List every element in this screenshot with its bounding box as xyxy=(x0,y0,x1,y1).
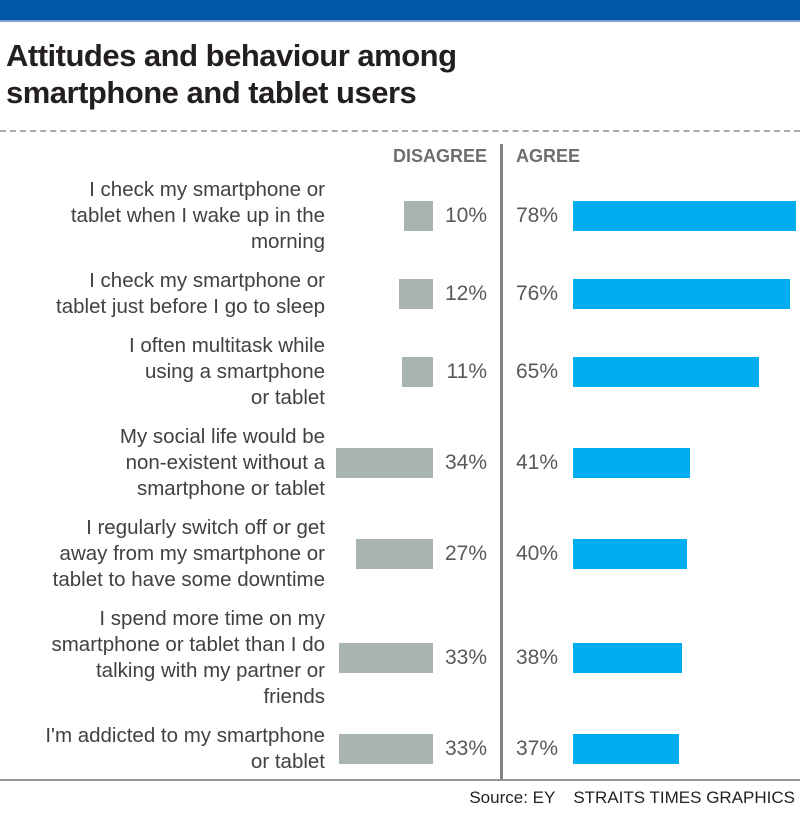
statement-line: I often multitask while xyxy=(129,334,325,357)
agree-value: 41% xyxy=(516,451,559,474)
agree-bar xyxy=(573,539,687,569)
statement-label: I'm addicted to my smartphone or tablet xyxy=(0,723,325,775)
statement-line: I check my smartphone or xyxy=(89,269,325,292)
column-header-agree: AGREE xyxy=(516,146,581,166)
page-title-line-1: Attitudes and behaviour among xyxy=(6,38,457,73)
chart-header: DISAGREE AGREE xyxy=(0,146,800,167)
graphics-credit: STRAITS TIMES GRAPHICS xyxy=(573,787,795,807)
chart-row: My social life would be non-existent with… xyxy=(0,424,800,502)
disagree-bar xyxy=(356,539,433,569)
chart-row: I often multitask while using a smartphon… xyxy=(0,333,800,411)
statement-label: I regularly switch off or get away from m… xyxy=(0,515,325,593)
statement-line: smartphone or tablet xyxy=(136,477,325,500)
disagree-bar xyxy=(404,201,433,231)
disagree-bar-cell xyxy=(325,448,433,478)
statement-line: My social life would be xyxy=(119,425,325,448)
disagree-bar-cell xyxy=(325,539,433,569)
chart-row: I spend more time on my smartphone or tab… xyxy=(0,606,800,710)
disagree-bar xyxy=(339,643,433,673)
top-banner xyxy=(0,0,800,22)
disagree-value: 11% xyxy=(446,360,487,383)
agree-value: 76% xyxy=(516,282,559,305)
disagree-bar-cell xyxy=(325,643,433,673)
statement-line: I spend more time on my xyxy=(99,607,325,630)
page-title-line-2: smartphone and tablet users xyxy=(6,75,417,110)
disagree-bar-cell xyxy=(325,279,433,309)
agree-value: 65% xyxy=(516,360,559,383)
agree-value: 78% xyxy=(516,204,559,227)
footer: Source: EY STRAITS TIMES GRAPHICS xyxy=(0,779,800,814)
agree-bar xyxy=(573,448,690,478)
statement-line: away from my smartphone or xyxy=(59,542,325,565)
statement-line: or tablet xyxy=(250,750,325,773)
disagree-bar-cell xyxy=(325,734,433,764)
statement-line: tablet when I wake up in the xyxy=(70,204,325,227)
disagree-value: 33% xyxy=(444,737,487,760)
statement-line: tablet just before I go to sleep xyxy=(56,295,325,318)
chart-row: I regularly switch off or get away from m… xyxy=(0,515,800,593)
dashed-divider xyxy=(0,130,800,132)
statement-line: morning xyxy=(250,230,325,253)
chart-row: I'm addicted to my smartphone or tablet 3… xyxy=(0,723,800,775)
disagree-bar-cell xyxy=(325,201,433,231)
disagree-value: 12% xyxy=(444,282,487,305)
statement-line: smartphone or tablet than I do xyxy=(51,633,325,656)
column-divider-line xyxy=(500,144,503,779)
statement-label: I check my smartphone or tablet just befo… xyxy=(0,268,325,320)
chart-row: I check my smartphone or tablet when I wa… xyxy=(0,177,800,255)
source-credit: Source: EY xyxy=(469,787,556,807)
disagree-bar-cell xyxy=(325,357,433,387)
disagree-value: 33% xyxy=(444,646,487,669)
header-spacer xyxy=(0,146,325,167)
statement-line: talking with my partner or xyxy=(95,659,325,682)
statement-line: non-existent without a xyxy=(125,451,325,474)
disagree-bar xyxy=(336,448,433,478)
statement-label: My social life would be non-existent with… xyxy=(0,424,325,502)
statement-line: I check my smartphone or xyxy=(89,178,325,201)
agree-bar xyxy=(573,643,682,673)
chart: DISAGREE AGREE I check my smartphone or t… xyxy=(0,132,800,779)
agree-bar xyxy=(573,734,679,764)
statement-line: tablet to have some downtime xyxy=(52,568,325,591)
statement-label: I often multitask while using a smartphon… xyxy=(0,333,325,411)
statement-line: or tablet xyxy=(250,386,325,409)
agree-bar xyxy=(573,279,790,309)
statement-line: using a smartphone xyxy=(144,360,325,383)
disagree-value: 27% xyxy=(444,542,487,565)
page-title: Attitudes and behaviour among smartphone… xyxy=(0,22,800,111)
agree-value: 37% xyxy=(516,737,559,760)
chart-rows: I check my smartphone or tablet when I wa… xyxy=(0,177,800,775)
statement-line: friends xyxy=(263,685,325,708)
disagree-bar xyxy=(399,279,433,309)
statement-label: I check my smartphone or tablet when I wa… xyxy=(0,177,325,255)
statement-line: I regularly switch off or get xyxy=(86,516,325,539)
agree-bar xyxy=(573,201,796,231)
statement-label: I spend more time on my smartphone or tab… xyxy=(0,606,325,710)
statement-line: I'm addicted to my smartphone xyxy=(45,724,325,747)
agree-bar xyxy=(573,357,759,387)
chart-row: I check my smartphone or tablet just befo… xyxy=(0,268,800,320)
disagree-bar xyxy=(339,734,433,764)
disagree-value: 34% xyxy=(444,451,487,474)
agree-value: 38% xyxy=(516,646,559,669)
disagree-bar xyxy=(402,357,433,387)
agree-value: 40% xyxy=(516,542,559,565)
disagree-value: 10% xyxy=(444,204,487,227)
column-header-disagree: DISAGREE xyxy=(392,146,487,166)
